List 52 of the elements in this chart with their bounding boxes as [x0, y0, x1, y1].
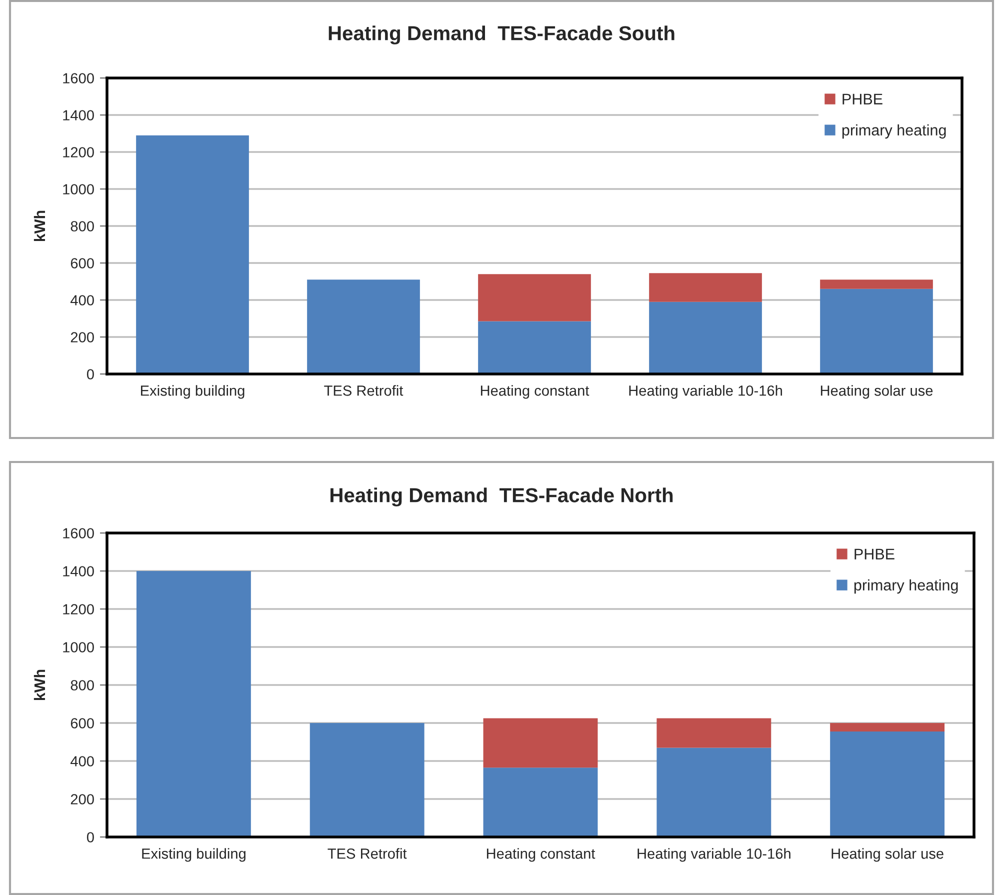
y-tick-label: 1600	[63, 73, 94, 84]
bar	[307, 280, 420, 374]
y-axis-title: kWh	[34, 210, 45, 242]
y-tick-label: 200	[70, 332, 94, 342]
bar	[830, 732, 945, 837]
bar	[478, 321, 591, 374]
y-tick-label: 200	[70, 794, 94, 804]
y-tick-label: 0	[86, 369, 94, 380]
x-tick-label: Heating solar use	[832, 848, 944, 862]
x-tick-label: TES Retrofit	[324, 385, 404, 396]
y-axis-title: kWh	[34, 670, 45, 700]
y-tick-label: 1200	[63, 604, 94, 614]
y-tick-label: 800	[70, 680, 94, 690]
bar	[483, 768, 598, 837]
x-tick-label: Heating constant	[486, 848, 596, 862]
bar	[656, 748, 772, 837]
y-tick-label: 1000	[63, 642, 94, 652]
bar	[649, 302, 762, 374]
x-tick-label: Heating solar use	[820, 385, 933, 399]
bar	[310, 723, 424, 837]
y-tick-label: 1400	[63, 566, 94, 576]
x-tick-label: Heating constant	[480, 385, 590, 399]
y-tick-label: 800	[70, 221, 94, 232]
bar	[656, 718, 772, 748]
bar	[820, 280, 933, 289]
x-tick-label: Heating variable 10-16h	[638, 848, 790, 862]
y-tick-label: 0	[86, 832, 94, 842]
y-tick-label: 1000	[63, 184, 94, 194]
bar	[478, 274, 591, 322]
bar	[649, 273, 762, 302]
legend-label: PHBE	[854, 548, 894, 560]
bar	[483, 718, 598, 768]
bar	[136, 571, 251, 837]
y-tick-label: 1600	[63, 528, 94, 538]
x-tick-label: Existing building	[141, 385, 244, 399]
y-tick-label: 600	[70, 718, 94, 728]
bar	[830, 723, 945, 732]
chart-title: Heating Demand TES-Facade South	[328, 26, 674, 44]
bar	[820, 288, 933, 374]
x-tick-label: Existing building	[142, 848, 246, 862]
bar	[136, 135, 249, 374]
y-tick-label: 1400	[63, 110, 94, 120]
chart-title: Heating Demand TES-Facade North	[330, 488, 673, 506]
x-tick-label: TES Retrofit	[328, 848, 407, 859]
legend-label: primary heating	[842, 124, 946, 139]
y-tick-label: 1200	[63, 147, 94, 158]
legend-label: primary heating	[854, 579, 958, 594]
y-tick-label: 400	[70, 756, 94, 766]
y-tick-label: 400	[70, 295, 94, 306]
x-tick-label: Heating variable 10-16h	[629, 385, 782, 399]
y-tick-label: 600	[70, 258, 94, 268]
legend-label: PHBE	[842, 94, 882, 104]
